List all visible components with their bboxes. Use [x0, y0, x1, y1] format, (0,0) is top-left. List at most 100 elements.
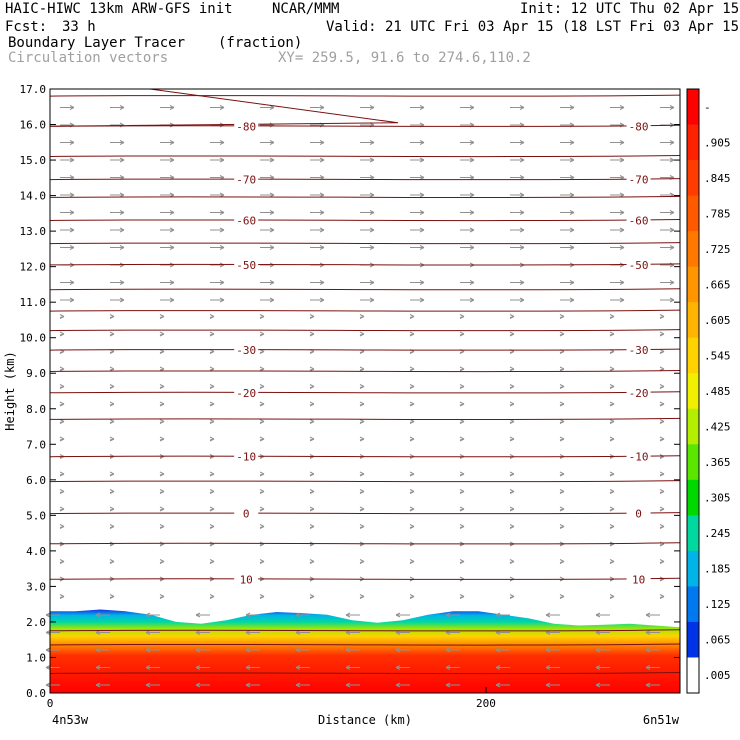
vector-head — [219, 245, 225, 250]
vector-head — [145, 647, 151, 653]
contour-label: -20 — [236, 387, 256, 400]
vector-head — [59, 331, 65, 337]
vector-head — [469, 227, 475, 233]
vector-head — [619, 297, 625, 303]
vector-head — [69, 210, 75, 215]
vector-head — [519, 227, 525, 233]
vector-head — [359, 471, 365, 477]
vector-head — [309, 559, 315, 564]
vector-head — [459, 366, 465, 372]
vector-head — [109, 489, 115, 494]
colorbar-bin — [687, 550, 699, 587]
vector-head — [269, 227, 275, 233]
vector-head — [259, 314, 265, 319]
contour-label-bg — [626, 344, 651, 357]
colorbar-bin — [687, 657, 699, 694]
contour-label-bg — [234, 214, 259, 227]
vector-head — [359, 436, 365, 442]
vector-head — [69, 157, 75, 163]
vector-head — [509, 401, 515, 407]
vector-head — [319, 140, 325, 145]
vector-head — [59, 506, 65, 512]
vector-head — [459, 559, 465, 564]
vector-head — [409, 471, 415, 477]
vector-head — [645, 682, 651, 688]
vector-head — [469, 297, 475, 303]
vector-head — [295, 682, 301, 688]
vector-head — [309, 384, 315, 389]
vector-head — [409, 331, 415, 337]
vector-head — [609, 436, 615, 442]
contour-label: -70 — [236, 174, 256, 187]
vector-head — [109, 331, 115, 337]
vector-head — [509, 436, 515, 442]
vector-head — [259, 489, 265, 494]
y-tick-label: 17.0 — [20, 83, 47, 96]
vector-head — [409, 506, 415, 512]
vector-head — [369, 210, 375, 215]
vector-head — [359, 559, 365, 564]
y-tick-label: 15.0 — [20, 154, 47, 167]
contour-line — [49, 391, 681, 394]
y-tick-label: 4.0 — [26, 545, 46, 558]
vector-head — [219, 157, 225, 163]
vector-head — [159, 559, 165, 564]
vector-head — [209, 401, 215, 407]
vector-head — [619, 280, 625, 285]
contour-label: -10 — [629, 451, 649, 464]
vector-head — [209, 331, 215, 337]
vector-head — [559, 471, 565, 477]
contour-line — [49, 512, 681, 515]
vector-head — [645, 630, 651, 635]
vector-head — [409, 384, 415, 389]
vector-head — [559, 489, 565, 494]
vector-head — [169, 105, 175, 110]
vector-head — [495, 612, 501, 618]
vector-head — [409, 594, 415, 599]
vector-head — [445, 665, 451, 670]
vector-head — [169, 280, 175, 285]
contour-label-bg — [234, 507, 259, 520]
vector-head — [109, 384, 115, 389]
vector-head — [119, 105, 125, 110]
y-tick-label: 0.0 — [26, 687, 46, 700]
contour-label: 10 — [632, 573, 645, 586]
vector-head — [359, 419, 365, 424]
vector-head — [569, 280, 575, 285]
vector-head — [469, 105, 475, 110]
vector-head — [119, 280, 125, 285]
vector-head — [59, 401, 65, 407]
vector-head — [595, 612, 601, 618]
vector-head — [309, 314, 315, 319]
vector-head — [109, 436, 115, 442]
vector-head — [59, 471, 65, 477]
vector-head — [169, 140, 175, 145]
colorbar-label: .125 — [704, 598, 731, 611]
field-units: (fraction) — [218, 35, 303, 51]
vector-head — [309, 419, 315, 424]
vector-head — [259, 401, 265, 407]
axes: 0.0 1.0 2.0 3.0 4.0 5.0 6.0 7.0 8.0 9.0 10.0 11.0 12… — [3, 83, 680, 727]
vector-head — [519, 210, 525, 215]
vector-head — [59, 436, 65, 442]
vector-head — [469, 140, 475, 145]
vector-head — [509, 331, 515, 337]
contour-label-bg — [626, 450, 651, 463]
vector-head — [459, 384, 465, 389]
vector-head — [459, 506, 465, 512]
contour-label-bg — [234, 386, 259, 399]
vector-head — [469, 245, 475, 250]
vector-head — [295, 665, 301, 670]
colorbar-bin — [687, 586, 699, 623]
vector-head — [319, 105, 325, 110]
vector-head — [309, 594, 315, 599]
vector-head — [259, 436, 265, 442]
contour-label-bg — [234, 120, 259, 133]
vector-head — [659, 471, 665, 477]
vector-head — [619, 157, 625, 163]
contour-line — [49, 242, 681, 245]
vector-head — [419, 297, 425, 303]
vector-head — [209, 559, 215, 564]
vector-head — [559, 366, 565, 372]
vector-head — [609, 594, 615, 599]
